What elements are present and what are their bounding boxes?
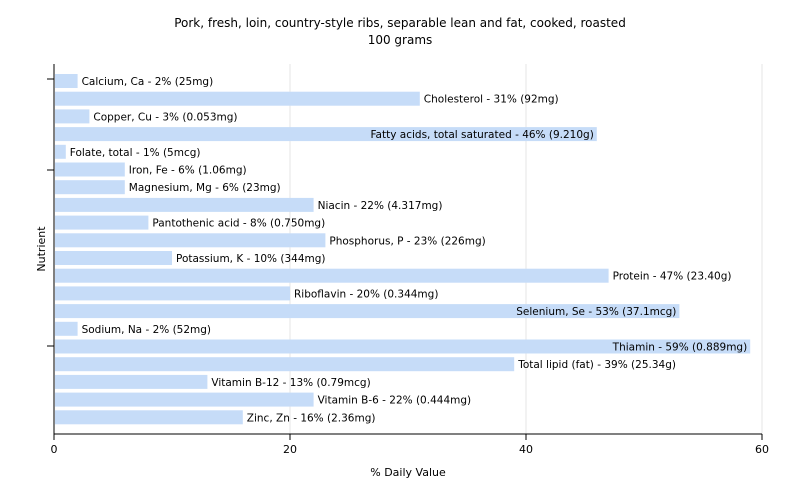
bar-label: Total lipid (fat) - 39% (25.34g) [517,359,676,371]
bar-label: Niacin - 22% (4.317mg) [318,200,443,212]
bar-label: Selenium, Se - 53% (37.1mcg) [516,306,676,318]
bar-label: Magnesium, Mg - 6% (23mg) [129,182,281,194]
bar-label: Folate, total - 1% (5mcg) [70,147,201,159]
bar [55,357,515,372]
bar [55,410,243,425]
x-tick-label: 60 [755,443,769,456]
bar-label: Thiamin - 59% (0.889mg) [612,342,748,354]
bar-label: Iron, Fe - 6% (1.06mg) [129,165,247,177]
x-tick-label: 20 [283,443,297,456]
x-tick-label: 0 [51,443,58,456]
bar-label: Potassium, K - 10% (344mg) [176,253,326,265]
bar-label: Protein - 47% (23.40g) [613,271,732,283]
bar-label: Pantothenic acid - 8% (0.750mg) [152,218,325,230]
bar [55,286,290,301]
bar [55,144,66,159]
bar [55,339,751,354]
bar-label: Zinc, Zn - 16% (2.36mg) [247,412,376,424]
bar [55,215,149,230]
bar [55,304,680,319]
bar [55,197,314,212]
chart-subtitle: 100 grams [368,33,433,47]
bar-label: Vitamin B-6 - 22% (0.444mg) [318,395,472,407]
bar [55,392,314,407]
bar [55,233,326,248]
bar-label: Riboflavin - 20% (0.344mg) [294,288,438,300]
bar [55,74,78,88]
bar-label: Fatty acids, total saturated - 46% (9.21… [370,129,593,141]
bar-label: Phosphorus, P - 23% (226mg) [329,235,485,247]
y-axis-title: Nutrient [35,226,48,272]
grid [289,64,763,434]
bar-label: Sodium, Na - 2% (52mg) [82,324,211,336]
bar [55,127,597,142]
axes [47,64,762,435]
bar-label: Calcium, Ca - 2% (25mg) [82,76,214,88]
x-ticks: 0 20 40 60 [51,434,769,456]
x-axis-title: % Daily Value [370,466,446,479]
chart-title: Pork, fresh, loin, country-style ribs, s… [174,16,626,30]
bar [55,268,609,283]
bar [55,180,125,195]
bar [55,162,125,177]
bar-label: Copper, Cu - 3% (0.053mg) [93,111,237,123]
bar-label: Cholesterol - 31% (92mg) [424,94,559,106]
bar [55,374,208,389]
bar [55,91,420,106]
bar [55,109,90,124]
bar [55,321,78,336]
x-tick-label: 40 [519,443,533,456]
bar [55,251,172,265]
bar-label: Vitamin B-12 - 13% (0.79mcg) [211,377,370,389]
bars: Calcium, Ca - 2% (25mg) Cholesterol - 31%… [55,74,751,425]
